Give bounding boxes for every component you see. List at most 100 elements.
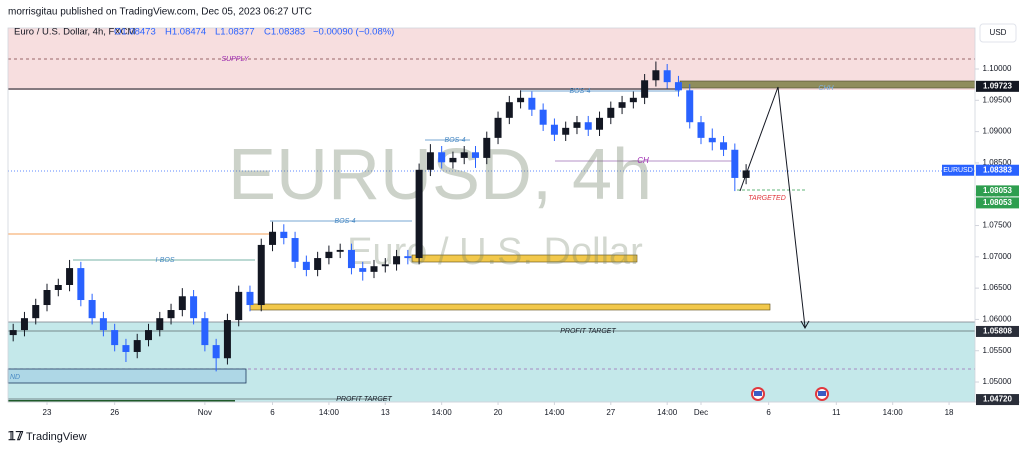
candle-body xyxy=(325,251,333,259)
publisher: morrisgitau published on TradingView.com… xyxy=(8,7,312,18)
x-tick-label: Dec xyxy=(694,408,708,417)
candle-body xyxy=(449,157,457,163)
candle-body xyxy=(111,330,119,346)
candle-body xyxy=(674,82,682,91)
x-tick-label: 14:00 xyxy=(319,408,340,417)
candle-body xyxy=(562,127,570,135)
x-tick-label: 6 xyxy=(270,408,275,417)
candle-body xyxy=(641,80,649,98)
x-tick-label: 14:00 xyxy=(883,408,904,417)
x-tick-label: 11 xyxy=(832,408,841,417)
price-tag-label: 1.08383 xyxy=(983,165,1012,174)
candle-body xyxy=(629,97,637,103)
x-tick-label: 13 xyxy=(381,408,390,417)
x-tick-label: 20 xyxy=(494,408,503,417)
candle-body xyxy=(573,122,581,128)
candle-body xyxy=(235,291,243,321)
y-tick-label: 1.05500 xyxy=(983,346,1012,355)
annotation: PROFIT TARGET xyxy=(336,396,392,403)
candle-body xyxy=(246,291,254,306)
watermark: Euro / U.S. Dollar xyxy=(347,231,643,273)
candle-body xyxy=(144,330,152,341)
zone-box xyxy=(7,368,247,384)
zone-box xyxy=(249,303,771,311)
x-tick-label: Nov xyxy=(198,408,212,417)
candle-body xyxy=(528,97,536,110)
candle-body xyxy=(88,300,96,319)
y-tick-label: 1.10000 xyxy=(983,64,1012,73)
candle-body xyxy=(156,318,164,331)
event-icon[interactable] xyxy=(815,387,829,401)
candle-body xyxy=(471,152,479,158)
price-tag-label: 1.04720 xyxy=(983,395,1012,404)
price-tag xyxy=(976,325,1019,337)
candle-body xyxy=(269,231,277,245)
currency: USD xyxy=(990,28,1007,37)
candle-body xyxy=(99,318,107,331)
legend-low: L1.08377 xyxy=(215,27,255,38)
candle-body xyxy=(77,268,85,301)
candle-body xyxy=(483,137,491,158)
candle-body xyxy=(201,318,209,346)
y-tick-label: 1.07000 xyxy=(983,252,1012,261)
candle-body xyxy=(280,231,288,239)
price-tag-label: 1.05808 xyxy=(983,327,1012,336)
candle-body xyxy=(517,97,525,103)
candle-body xyxy=(212,345,220,359)
candle-body xyxy=(178,296,186,311)
event-icon[interactable] xyxy=(751,387,765,401)
y-tick-label: 1.09500 xyxy=(983,95,1012,104)
x-tick-label: 18 xyxy=(945,408,954,417)
candle-body xyxy=(133,340,141,352)
price-tag xyxy=(976,185,1019,197)
candle-body xyxy=(415,169,423,259)
price-tag xyxy=(976,394,1019,406)
candle-body xyxy=(190,296,198,319)
candle-body xyxy=(314,258,322,270)
annotation: PROFIT TARGET xyxy=(560,328,616,335)
candle-body xyxy=(708,137,716,143)
annotation: SUPPLY xyxy=(222,56,250,63)
watermark: EURUSD, 4h xyxy=(228,135,652,215)
y-tick-label: 1.07500 xyxy=(983,221,1012,230)
y-tick-label: 1.09000 xyxy=(983,127,1012,136)
annotation: ND xyxy=(10,374,20,381)
candle-body xyxy=(426,152,434,170)
y-tick-label: 1.06500 xyxy=(983,283,1012,292)
candle-body xyxy=(720,142,728,150)
candle-body xyxy=(393,256,401,265)
candle-body xyxy=(404,256,412,259)
candle-body xyxy=(167,310,175,319)
y-tick-label: 1.06000 xyxy=(983,315,1012,324)
candle-body xyxy=(336,249,344,252)
candle-body xyxy=(20,318,28,331)
candle-body xyxy=(291,238,299,262)
candle-body xyxy=(32,305,40,319)
x-tick-label: 26 xyxy=(110,408,119,417)
symbol-tag xyxy=(942,164,974,176)
x-tick-label: 23 xyxy=(43,408,52,417)
annotation: CH xyxy=(637,156,649,165)
legend-symbol: Euro / U.S. Dollar, 4h, FXCM xyxy=(14,27,136,38)
candles xyxy=(9,61,750,372)
price-tag-label: 1.08053 xyxy=(983,198,1012,207)
candle-body xyxy=(505,102,513,118)
candle-body xyxy=(54,284,62,291)
legend-close: C1.08383 xyxy=(264,27,305,38)
candle-body xyxy=(347,249,355,269)
legend-high: H1.08474 xyxy=(165,27,206,38)
x-tick-label: 27 xyxy=(606,408,615,417)
candle-body xyxy=(663,70,671,83)
candle-body xyxy=(652,70,660,81)
legend-open: O1.08473 xyxy=(114,27,156,38)
footer-brand: TradingView xyxy=(26,431,87,443)
candle-body xyxy=(223,320,231,359)
y-tick-label: 1.08500 xyxy=(983,158,1012,167)
x-tick-label: 14:00 xyxy=(657,408,678,417)
annotation: I-BOS xyxy=(155,257,174,264)
currency-button[interactable] xyxy=(979,23,1017,43)
legend-change: −0.00090 (−0.08%) xyxy=(313,27,394,38)
candle-body xyxy=(460,152,468,158)
symbol-tag-label: EURUSD xyxy=(943,167,973,174)
projection-arrow xyxy=(739,86,806,328)
